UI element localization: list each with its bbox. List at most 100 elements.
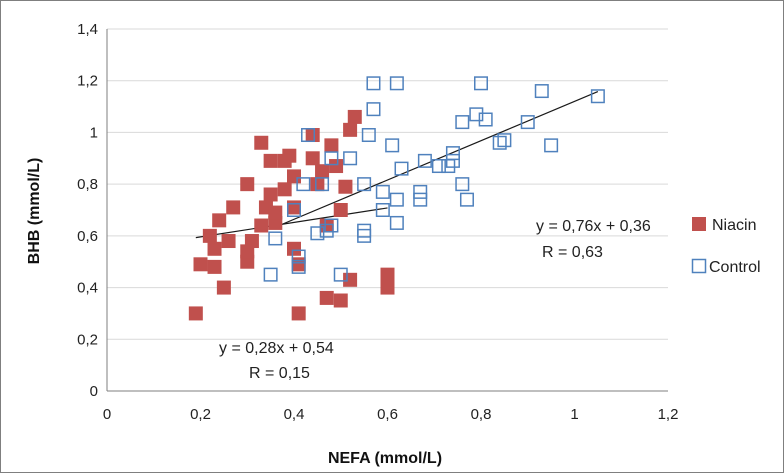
control-point <box>469 107 484 122</box>
gridlines <box>107 28 668 340</box>
control-point <box>324 218 339 233</box>
control-point <box>445 146 460 161</box>
legend-control-marker <box>691 258 707 274</box>
niacin-point <box>333 293 348 308</box>
control-point <box>394 161 409 176</box>
niacin-point <box>291 306 306 321</box>
niacin-point <box>287 169 301 184</box>
y-tick-label: 1 <box>90 124 98 141</box>
control-series <box>263 76 605 282</box>
control-point <box>310 226 325 241</box>
niacin-point <box>254 135 269 150</box>
control-point <box>455 177 470 192</box>
control-point <box>357 223 372 238</box>
niacin-point <box>324 138 339 153</box>
control-equation: y = 0,76x + 0,36 <box>536 218 651 235</box>
niacin-point <box>263 187 278 202</box>
niacin-point <box>287 241 301 256</box>
y-tick-label: 0,8 <box>77 176 98 193</box>
control-point <box>389 76 404 91</box>
control-point <box>544 138 559 153</box>
control-point <box>324 151 339 166</box>
axes <box>106 29 668 392</box>
x-tick-label: 0,2 <box>190 406 211 423</box>
niacin-point <box>347 109 362 124</box>
niacin-series <box>188 109 395 321</box>
niacin-point <box>240 177 255 192</box>
niacin-point <box>263 153 278 168</box>
x-tick-label: 1 <box>570 406 578 423</box>
control-point <box>333 267 348 282</box>
control-point <box>291 249 306 264</box>
x-tick-label: 0,4 <box>284 406 305 423</box>
control-point <box>315 177 330 192</box>
control-point <box>287 203 301 217</box>
niacin-point <box>305 151 320 166</box>
niacin-point <box>287 200 301 215</box>
legend-niacin-label: Niacin <box>712 217 756 234</box>
control-point <box>520 115 535 130</box>
niacin-point <box>343 272 358 287</box>
niacin-equation: y = 0,28x + 0,54 <box>219 340 334 357</box>
x-tick-label: 0,6 <box>377 406 398 423</box>
control-point <box>268 231 283 246</box>
niacin-point <box>277 182 292 197</box>
control-point <box>389 192 404 207</box>
control-point <box>296 177 311 192</box>
control-point <box>417 153 432 168</box>
y-tick-label: 1,2 <box>77 73 98 90</box>
niacin-point <box>310 177 325 192</box>
niacin-point <box>282 148 297 163</box>
control-point <box>413 184 428 199</box>
control-point <box>385 138 400 153</box>
niacin-point <box>226 200 241 215</box>
niacin-point <box>207 259 222 274</box>
niacin-point <box>380 267 395 282</box>
control-point <box>375 203 390 217</box>
niacin-point <box>216 280 231 295</box>
legend-niacin-marker <box>692 217 706 231</box>
niacin-r-value: R = 0,15 <box>249 365 310 382</box>
trendlines <box>195 91 599 239</box>
niacin-point <box>319 218 334 233</box>
control-point <box>497 133 512 148</box>
control-point <box>445 153 460 168</box>
control-point <box>459 192 474 207</box>
y-tick-label: 0,6 <box>77 228 98 245</box>
y-tick-label: 0,4 <box>77 280 98 297</box>
control-point <box>375 184 390 199</box>
niacin-point <box>244 234 259 249</box>
niacin-point <box>193 257 208 272</box>
x-tick-label: 1,2 <box>658 406 679 423</box>
control-point <box>357 177 372 192</box>
legend: Niacin Control <box>691 217 761 276</box>
control-point <box>361 128 376 143</box>
control-point <box>366 76 381 91</box>
y-tick-label: 0,2 <box>77 331 98 348</box>
control-point <box>534 84 549 99</box>
niacin-point <box>315 164 330 179</box>
niacin-point <box>207 241 222 256</box>
niacin-point <box>202 228 217 243</box>
niacin-point <box>380 280 395 295</box>
control-point <box>301 128 316 143</box>
niacin-point <box>221 234 236 249</box>
y-tick-label: 0 <box>90 383 98 400</box>
y-tick-labels: 0 0,2 0,4 0,6 0,8 1 1,2 1,4 <box>77 21 98 400</box>
niacin-point <box>329 159 344 174</box>
niacin-point <box>305 128 320 143</box>
niacin-point <box>338 179 353 194</box>
control-point <box>413 192 428 207</box>
control-point <box>431 159 446 174</box>
control-point <box>474 76 488 91</box>
y-tick-label: 1,4 <box>77 21 98 38</box>
trendline-niacin <box>195 207 388 239</box>
control-point <box>389 215 404 230</box>
control-point <box>441 159 456 174</box>
control-point <box>455 115 470 130</box>
niacin-point <box>212 213 227 228</box>
control-r-value: R = 0,63 <box>542 244 603 261</box>
niacin-point <box>291 257 306 272</box>
control-point <box>366 102 381 117</box>
